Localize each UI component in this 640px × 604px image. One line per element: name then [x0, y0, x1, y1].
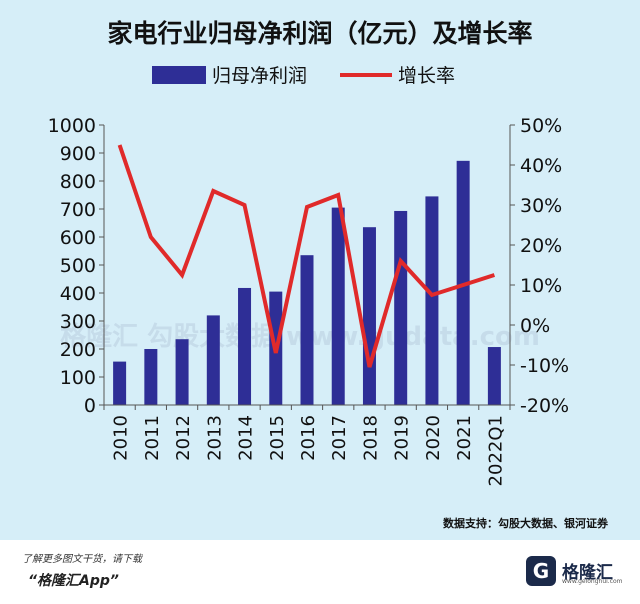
- left-tick-label: 300: [60, 311, 96, 333]
- x-tick-label: 2018: [360, 415, 381, 461]
- legend-bar-label: 归母净利润: [212, 65, 307, 87]
- left-tick-label: 600: [60, 227, 96, 249]
- right-tick-label: -10%: [520, 355, 569, 377]
- bar: [425, 196, 439, 405]
- right-tick-label: 30%: [520, 195, 562, 217]
- bar: [238, 287, 252, 405]
- x-tick-label: 2021: [454, 415, 475, 461]
- x-tick-label: 2022Q1: [485, 415, 506, 486]
- right-tick-label: -20%: [520, 395, 569, 417]
- logo-url: www.gelonghui.com: [562, 578, 623, 585]
- x-tick-label: 2019: [392, 415, 413, 461]
- x-tick-label: 2013: [204, 415, 225, 461]
- x-tick-label: 2020: [423, 415, 444, 461]
- chart-title: 家电行业归母净利润（亿元）及增长率: [107, 19, 532, 48]
- left-tick-label: 700: [60, 199, 96, 221]
- bar: [175, 339, 189, 405]
- left-tick-label: 100: [60, 367, 96, 389]
- source-note: 数据支持：勾股大数据、银河证券: [443, 516, 609, 530]
- left-tick-label: 0: [84, 395, 96, 417]
- bar: [394, 210, 408, 405]
- x-tick-label: 2012: [173, 415, 194, 461]
- left-tick-label: 500: [60, 255, 96, 277]
- right-tick-label: 20%: [520, 235, 562, 257]
- growth-rate-line: [117, 144, 496, 368]
- x-tick-label: 2017: [329, 415, 350, 461]
- chart-panel: 家电行业归母净利润（亿元）及增长率 归母净利润 增长率 格隆汇 勾股大数据 www.g…: [0, 0, 640, 540]
- footer: 了解更多图文干货，请下载 “格隆汇App” G 格隆汇 www.gelonghu…: [0, 540, 640, 604]
- left-tick-label: 200: [60, 339, 96, 361]
- bar: [331, 207, 345, 405]
- left-tick-label: 900: [60, 143, 96, 165]
- bar: [144, 349, 158, 405]
- logo-text: 格隆汇: [562, 563, 613, 583]
- right-tick-label: 10%: [520, 275, 562, 297]
- x-tick-label: 2014: [236, 415, 257, 461]
- right-tick-label: 40%: [520, 155, 562, 177]
- logo-g-icon: G: [526, 556, 556, 586]
- bar: [113, 361, 127, 405]
- x-tick-label: 2011: [142, 415, 163, 461]
- right-tick-label: 0%: [520, 315, 550, 337]
- bar: [206, 315, 220, 405]
- x-tick-label: 2015: [267, 415, 288, 461]
- left-tick-label: 400: [60, 283, 96, 305]
- left-tick-label: 800: [60, 171, 96, 193]
- bar: [362, 227, 376, 405]
- bar: [300, 255, 314, 405]
- gelonghui-logo: G 格隆汇 www.gelonghui.com: [526, 556, 636, 590]
- download-note: 了解更多图文干货，请下载: [22, 554, 142, 565]
- app-name-note: “格隆汇App”: [28, 573, 119, 589]
- legend-bar-swatch: [152, 66, 206, 84]
- bar: [487, 347, 501, 405]
- left-tick-label: 1000: [48, 115, 96, 137]
- right-tick-label: 50%: [520, 115, 562, 137]
- x-tick-label: 2016: [298, 415, 319, 461]
- legend-line-label: 增长率: [398, 65, 455, 87]
- x-tick-label: 2010: [111, 415, 132, 461]
